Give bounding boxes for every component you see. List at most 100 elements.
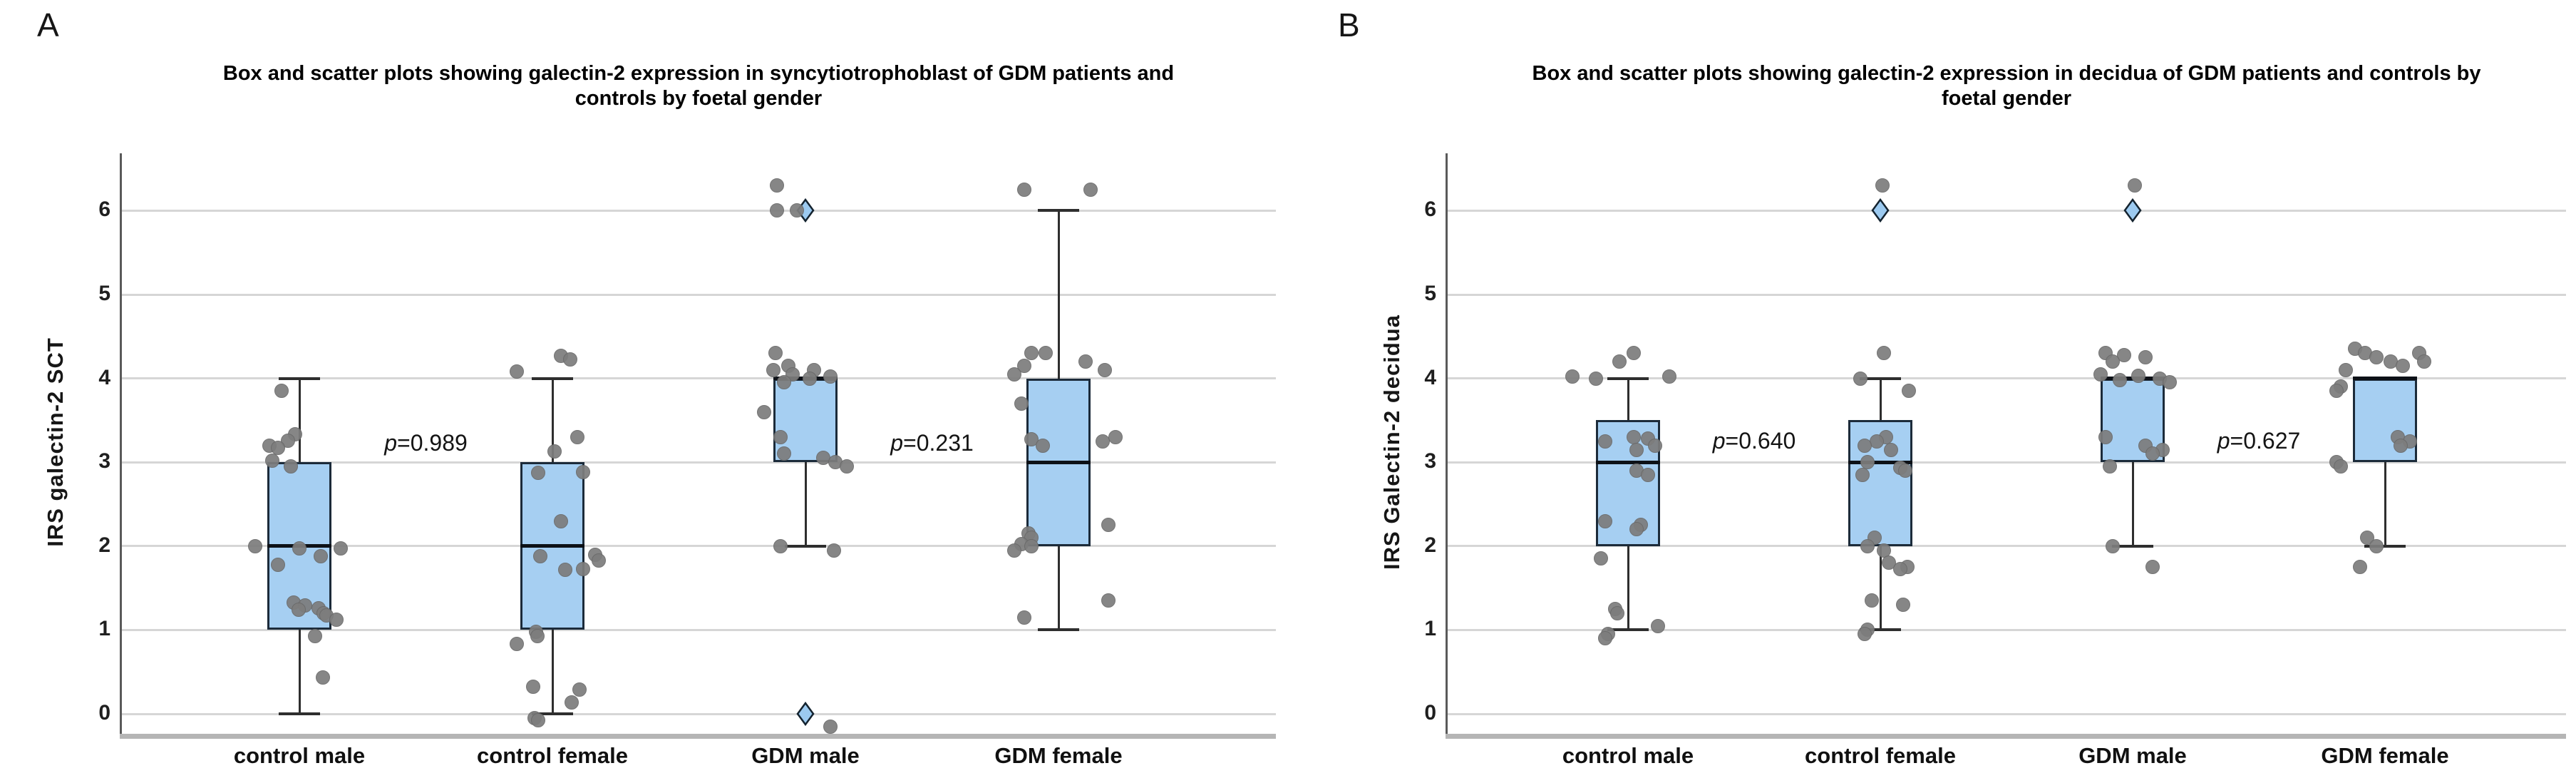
scatter-point	[271, 557, 285, 572]
outlier-diamond	[1871, 198, 1890, 226]
scatter-point	[334, 541, 348, 556]
x-category-label: control male	[1562, 743, 1694, 768]
gridline	[121, 628, 1276, 631]
panel-label-B: B	[1338, 6, 1360, 44]
scatter-point	[1036, 438, 1050, 453]
scatter-point	[2138, 350, 2153, 365]
scatter-point	[1610, 605, 1624, 620]
scatter-point	[265, 453, 279, 468]
scatter-point	[2093, 367, 2108, 382]
scatter-point	[1898, 463, 1912, 478]
whisker-cap	[1607, 377, 1649, 380]
whisker	[551, 378, 554, 463]
scatter-point	[2131, 369, 2145, 384]
scatter-point	[1101, 518, 1116, 533]
scatter-point	[526, 680, 540, 695]
gridline	[1447, 545, 2566, 548]
whisker	[1879, 546, 1882, 630]
panel-B: B Box and scatter plots showing galectin…	[1288, 0, 2576, 783]
x-category-label: GDM male	[2078, 743, 2187, 768]
scatter-point	[572, 682, 587, 697]
panel-A-title-line1: Box and scatter plots showing galectin-2…	[222, 62, 1175, 85]
scatter-point	[308, 628, 322, 643]
scatter-point	[1651, 618, 1665, 633]
scatter-point	[2103, 459, 2117, 474]
scatter-point	[2113, 372, 2127, 387]
scatter-point	[1108, 429, 1123, 444]
scatter-point	[2369, 538, 2384, 553]
scatter-point	[1007, 543, 1021, 558]
scatter-point	[1098, 362, 1112, 377]
whisker	[298, 630, 301, 714]
scatter-point	[1017, 358, 1031, 373]
scatter-point	[2396, 358, 2410, 373]
whisker-cap	[1607, 628, 1649, 632]
scatter-point	[547, 444, 562, 459]
scatter-point	[1855, 467, 1870, 482]
scatter-point	[773, 429, 788, 444]
scatter-point	[1870, 434, 1884, 449]
scatter-point	[1627, 429, 1641, 444]
whisker	[1627, 378, 1629, 421]
scatter-point	[1612, 354, 1627, 369]
x-category-label: control male	[233, 743, 366, 768]
y-tick-label: 4	[1424, 365, 1436, 389]
scatter-point	[2369, 350, 2384, 365]
scatter-point	[2106, 538, 2120, 553]
panel-label-A: A	[37, 6, 59, 44]
p-value-annotation: p=0.989	[384, 430, 468, 456]
y-tick-label: 6	[98, 198, 110, 222]
scatter-point	[2334, 459, 2348, 474]
scatter-point	[777, 446, 791, 461]
scatter-point	[1662, 369, 1676, 384]
scatter-point	[2329, 384, 2344, 399]
scatter-point	[292, 603, 306, 618]
scatter-point	[2417, 354, 2431, 369]
scatter-point	[790, 203, 804, 218]
scatter-point	[248, 538, 262, 553]
scatter-point	[2163, 375, 2177, 390]
scatter-point	[773, 538, 788, 553]
y-tick-label: 6	[1424, 198, 1436, 222]
gridline	[121, 545, 1276, 548]
scatter-point	[1083, 183, 1098, 197]
scatter-point	[1565, 369, 1580, 384]
scatter-point	[1648, 438, 1662, 453]
panel-A: A Box and scatter plots showing galectin…	[37, 6, 1276, 768]
scatter-point	[1875, 178, 1890, 193]
median-line	[1026, 460, 1091, 464]
gridline	[1447, 628, 2566, 631]
whisker	[1627, 546, 1629, 630]
whisker-cap	[532, 377, 573, 380]
outlier-diamond	[2123, 198, 2142, 226]
scatter-point	[1096, 434, 1110, 449]
gridline	[1447, 712, 2566, 715]
panel-B-title: Box and scatter plots showing galectin-2…	[1447, 61, 2566, 112]
scatter-point	[2353, 560, 2367, 575]
scatter-point	[531, 713, 545, 728]
whisker-cap	[785, 544, 826, 548]
whisker-cap	[532, 712, 573, 715]
scatter-point	[1629, 442, 1644, 457]
panel-A-plot-area: 0 1 2 3 4 5 6 p=0.989 p=0.231 control male control…	[98, 153, 1276, 768]
whisker-cap	[279, 712, 320, 715]
scatter-point	[1896, 598, 1910, 613]
scatter-point	[827, 543, 841, 558]
scatter-point	[576, 561, 590, 576]
scatter-point	[274, 384, 289, 399]
y-tick-label: 3	[1424, 449, 1436, 474]
x-category-label: GDM male	[751, 743, 860, 768]
scatter-point	[316, 670, 330, 685]
scatter-point	[770, 178, 784, 193]
y-axis-line	[1446, 153, 1448, 734]
scatter-point	[314, 548, 328, 563]
scatter-point	[1877, 346, 1891, 361]
scatter-point	[531, 466, 545, 481]
median-line	[2353, 377, 2417, 381]
whisker	[298, 378, 301, 463]
scatter-point	[533, 548, 547, 563]
whisker-cap	[1860, 377, 1901, 380]
scatter-point	[1598, 631, 1612, 646]
scatter-point	[1024, 346, 1039, 361]
